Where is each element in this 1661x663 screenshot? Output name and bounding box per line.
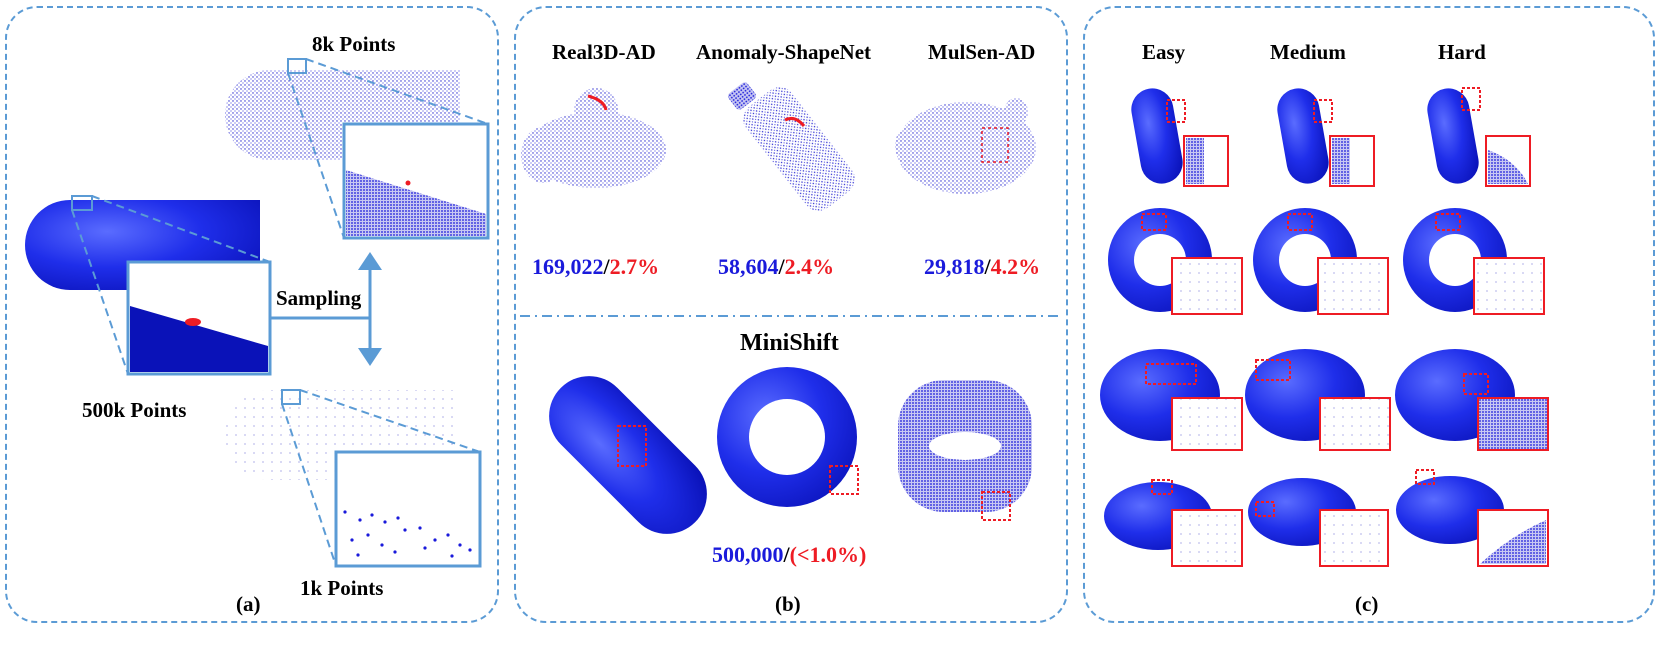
grid-hard-blob [1395,349,1549,451]
minishift-torus [717,367,859,507]
panel-c-frame [1083,6,1655,623]
grid-easy-blob [1100,349,1243,451]
grid-medium-pig [1248,478,1389,567]
caption-b: (b) [775,592,801,616]
minishift-tire [898,380,1032,521]
grid-hard-torus [1403,208,1545,315]
grid-hard-capsule [1427,87,1531,187]
stat-mulsen: 29,818/4.2% [924,254,1040,280]
stat-mulsen-ratio: 4.2% [990,254,1041,279]
stat-anomaly-shapenet-count: 58,604 [718,254,779,279]
zoom-marker-1k [281,389,301,405]
zoom-lines-8k [287,58,489,239]
stat-minishift: 500,000/(<1.0%) [712,542,866,568]
zoom-inset-1k [334,450,482,568]
zoom-lines-1k [281,389,481,567]
zoom-inset-8k [342,122,490,240]
bottle-pointcloud [728,82,855,211]
column-medium: Medium [1270,40,1346,64]
stat-real3d: 169,022/2.7% [532,254,659,280]
stat-minishift-sep: / [783,542,790,567]
stat-minishift-count: 500,000 [712,542,784,567]
grid-medium-capsule [1277,88,1375,187]
grid-easy-torus [1108,208,1243,315]
column-hard: Hard [1438,40,1486,64]
stat-anomaly-shapenet: 58,604/2.4% [718,254,834,280]
label-500k-points: 500k Points [82,398,187,422]
minishift-capsule [549,376,707,534]
stat-anomaly-shapenet-sep: / [778,254,785,279]
stat-mulsen-sep: / [984,254,991,279]
stat-minishift-ratio: (<1.0%) [789,542,867,567]
caption-a: (a) [236,592,261,616]
grid-medium-torus [1253,208,1389,315]
sampling-arrow [270,252,382,366]
stat-real3d-ratio: 2.7% [609,254,660,279]
grid-hard-pig [1396,469,1549,567]
zoom-lines-500k [71,195,271,375]
zoom-marker-8k [287,58,307,74]
label-1k-points: 1k Points [300,576,384,600]
grid-easy-capsule [1131,88,1229,187]
stat-anomaly-shapenet-ratio: 2.4% [784,254,835,279]
grid-medium-blob [1245,349,1391,451]
label-sampling: Sampling [276,286,362,310]
label-8k-points: 8k Points [312,32,396,56]
zoom-marker-500k [71,195,93,211]
zoom-inset-500k [126,260,272,376]
pig-pointcloud [895,98,1036,194]
airplane-pointcloud [521,88,666,188]
dataset-title-anomaly-shapenet: Anomaly-ShapeNet [696,40,872,64]
minishift-title: MiniShift [740,330,839,356]
panel-b-frame [514,6,1068,623]
stat-real3d-sep: / [603,254,610,279]
caption-c: (c) [1355,592,1379,616]
dataset-title-real3d: Real3D-AD [552,40,656,64]
stat-real3d-count: 169,022 [532,254,604,279]
dataset-title-mulsen: MulSen-AD [928,40,1036,64]
stat-mulsen-count: 29,818 [924,254,985,279]
grid-easy-pig [1104,479,1243,567]
panel-a-frame [5,6,499,623]
column-easy: Easy [1142,40,1186,64]
